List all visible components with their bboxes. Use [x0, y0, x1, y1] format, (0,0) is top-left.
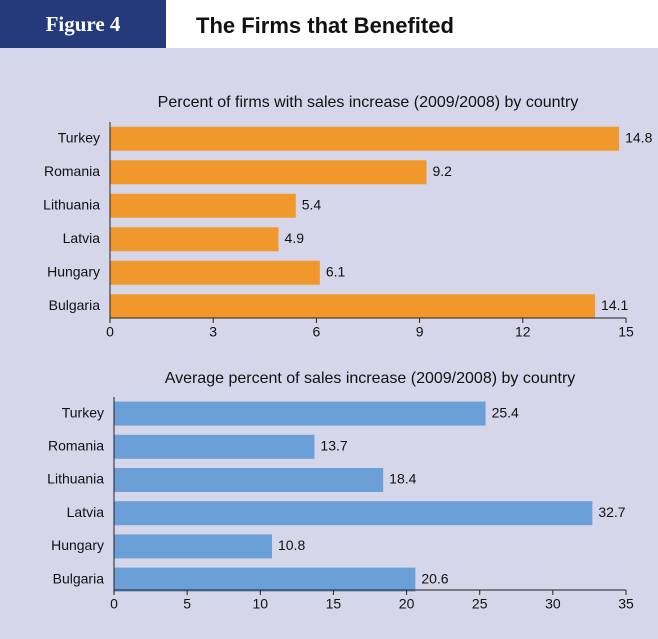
value-label: 5.4: [302, 196, 322, 212]
value-label: 4.9: [285, 230, 305, 246]
x-tick-label: 15: [618, 324, 634, 340]
x-tick-label: 9: [416, 324, 424, 340]
x-tick-label: 15: [326, 596, 342, 612]
category-label: Latvia: [67, 504, 105, 520]
value-label: 20.6: [421, 570, 448, 586]
bar: [110, 227, 279, 252]
x-tick-label: 3: [209, 324, 217, 340]
figure-label: Figure 4: [46, 12, 121, 36]
bar: [110, 260, 320, 285]
category-label: Bulgaria: [49, 297, 101, 313]
category-label: Lithuania: [43, 196, 100, 212]
x-tick-label: 30: [545, 596, 561, 612]
value-label: 9.2: [432, 163, 452, 179]
category-label: Turkey: [62, 404, 104, 420]
value-label: 25.4: [492, 404, 519, 420]
category-label: Lithuania: [47, 471, 104, 487]
value-label: 14.1: [601, 297, 628, 313]
category-label: Hungary: [47, 263, 100, 279]
value-label: 10.8: [278, 537, 305, 553]
category-label: Latvia: [63, 230, 101, 246]
value-label: 32.7: [598, 504, 625, 520]
figure-title: The Firms that Benefited: [196, 13, 454, 38]
x-tick-label: 10: [252, 596, 268, 612]
value-label: 13.7: [320, 438, 347, 454]
x-tick-label: 0: [106, 324, 114, 340]
x-tick-label: 25: [472, 596, 488, 612]
bar: [114, 567, 416, 592]
x-tick-label: 6: [313, 324, 321, 340]
category-label: Romania: [44, 163, 100, 179]
x-tick-label: 12: [515, 324, 531, 340]
figure-label-box: [0, 0, 166, 48]
x-tick-label: 35: [618, 596, 634, 612]
x-tick-label: 0: [110, 596, 118, 612]
value-label: 18.4: [389, 471, 416, 487]
bar: [114, 534, 272, 559]
category-label: Turkey: [58, 129, 100, 145]
bar: [114, 468, 384, 492]
chart-title: Average percent of sales increase (2009/…: [165, 370, 576, 387]
bar: [114, 434, 315, 459]
chart-title: Percent of firms with sales increase (20…: [158, 94, 579, 111]
bar: [114, 401, 486, 426]
value-label: 14.8: [625, 129, 652, 145]
category-label: Hungary: [51, 537, 104, 553]
bar: [110, 160, 427, 185]
category-label: Romania: [48, 438, 104, 454]
bar: [110, 193, 296, 218]
value-label: 6.1: [326, 263, 346, 279]
x-tick-label: 5: [183, 596, 191, 612]
bar: [110, 294, 596, 319]
bar: [110, 126, 620, 151]
bar: [114, 501, 593, 526]
category-label: Bulgaria: [53, 570, 105, 586]
x-tick-label: 20: [399, 596, 415, 612]
